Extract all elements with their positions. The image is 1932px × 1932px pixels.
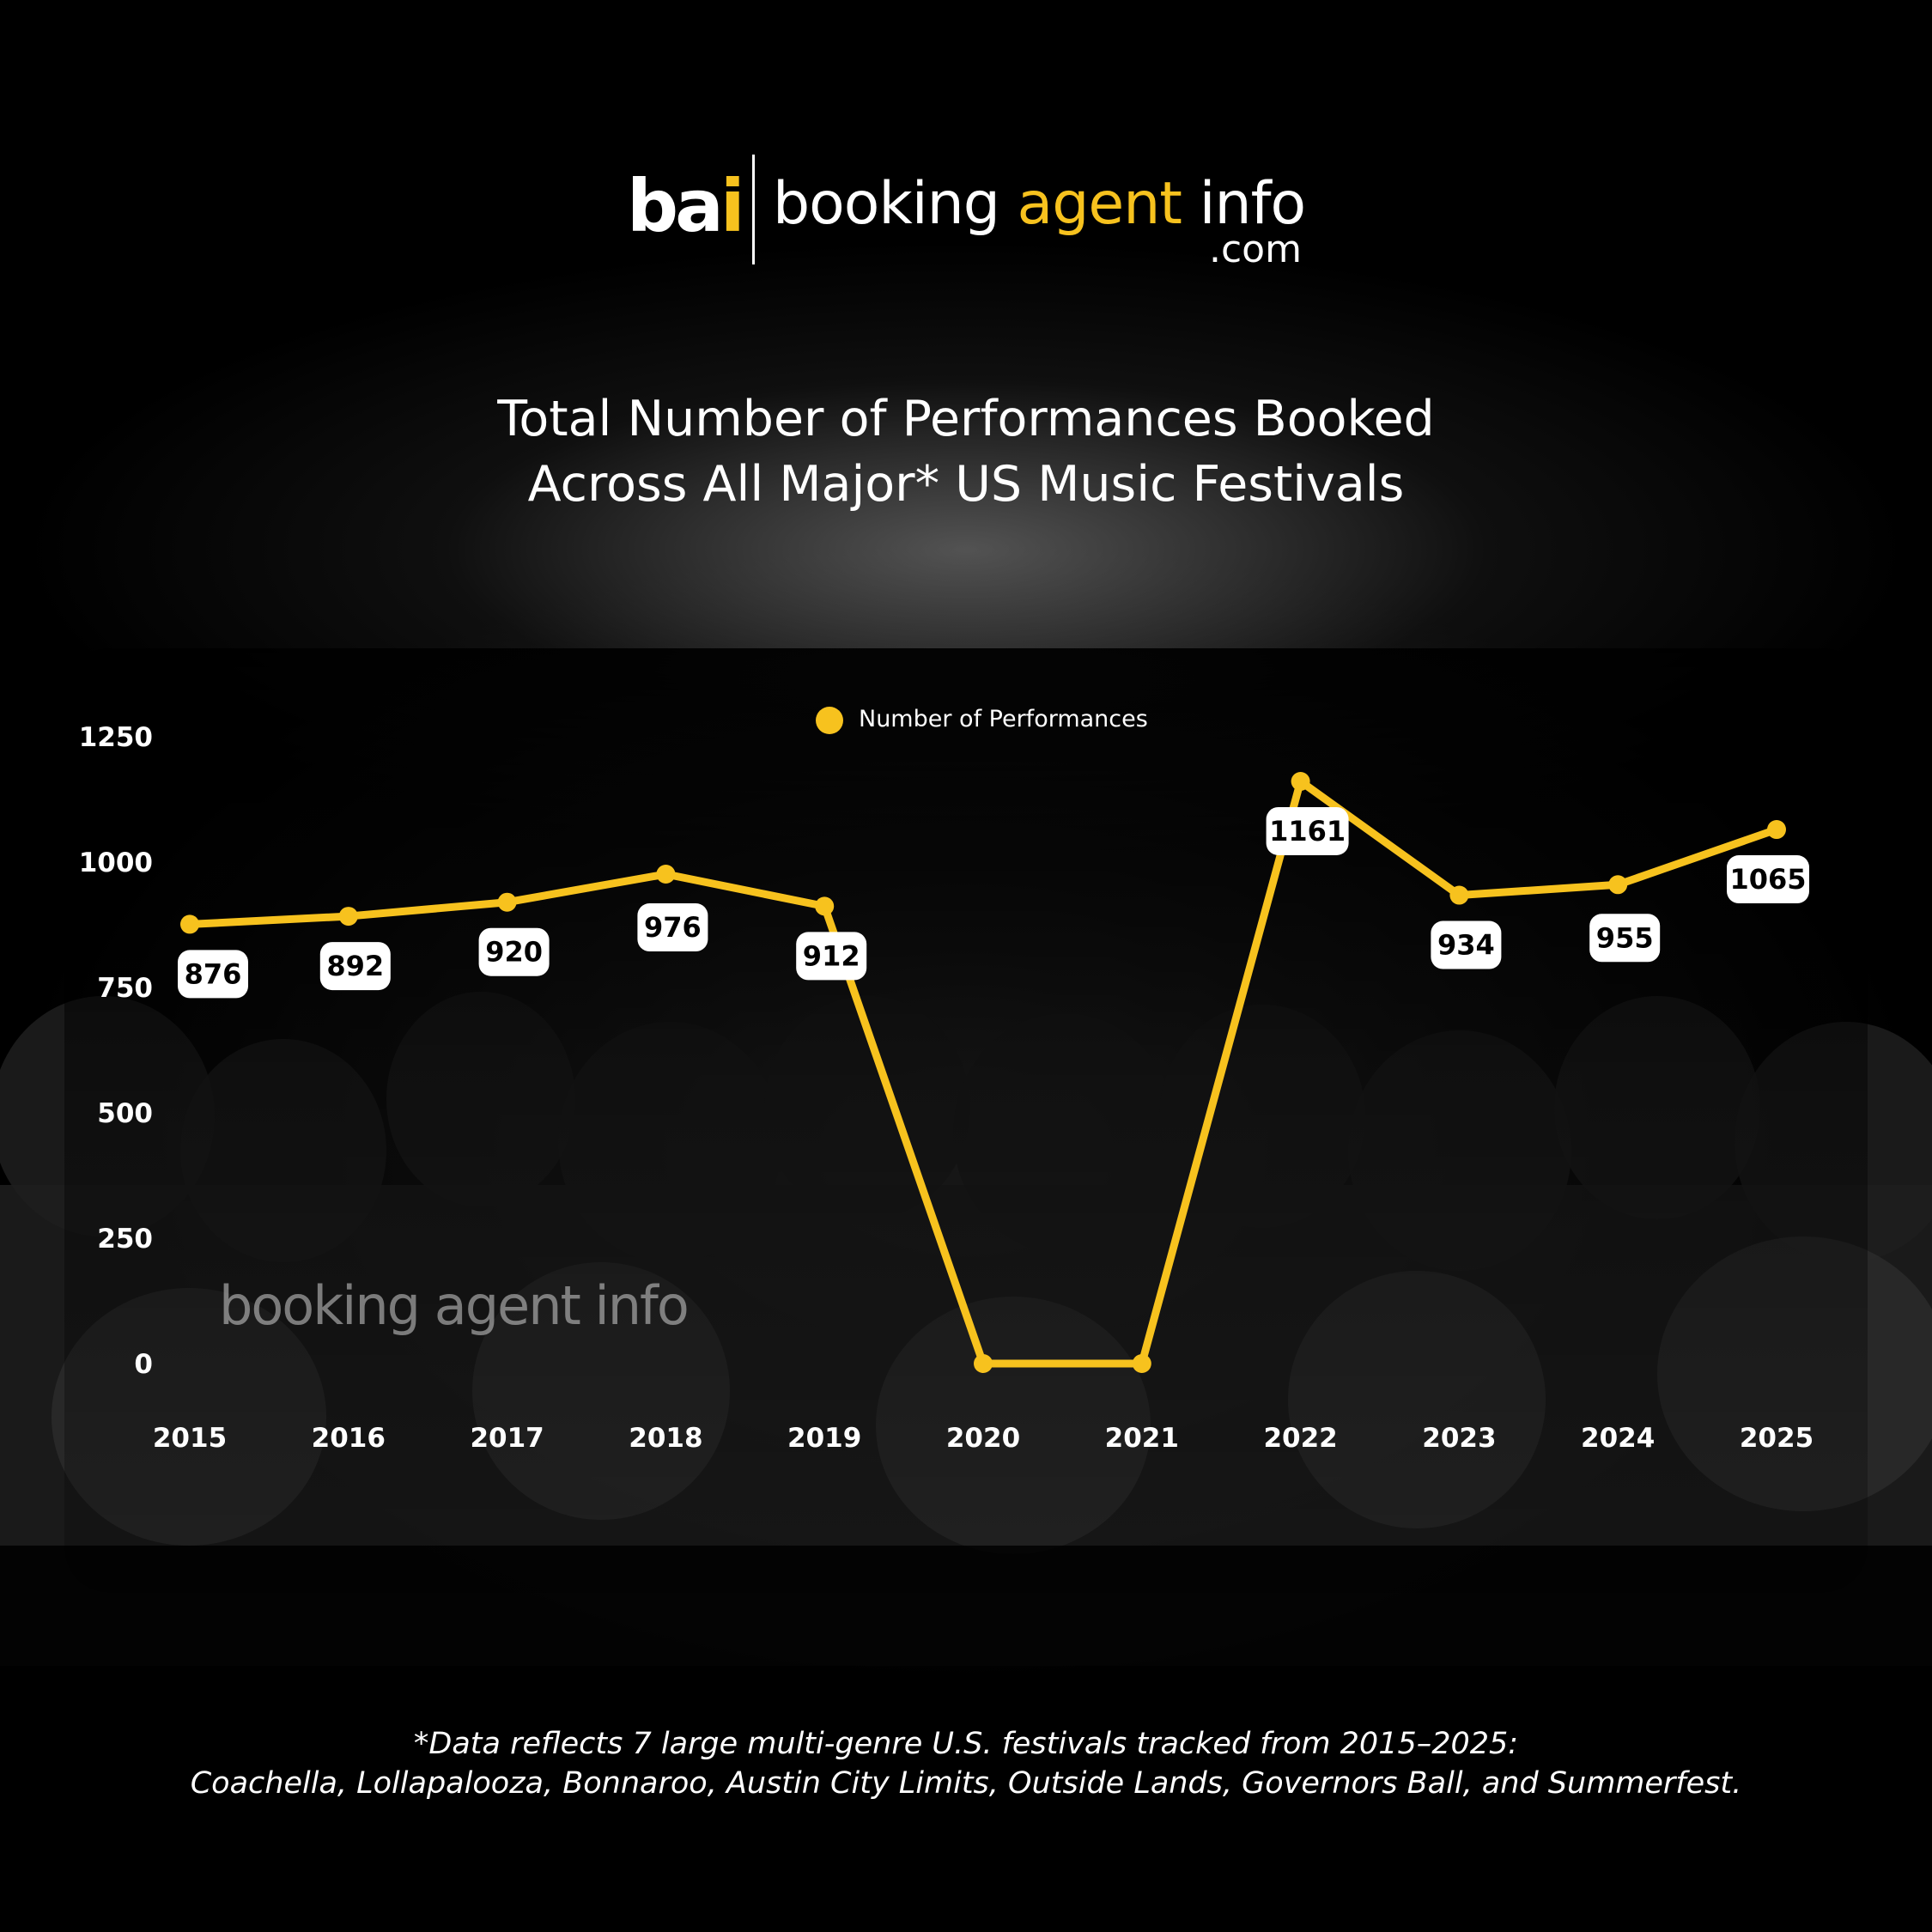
- data-label: 876: [185, 957, 242, 990]
- y-tick-label: 1250: [79, 722, 153, 753]
- footnote-line2: Coachella, Lollapalooza, Bonnaroo, Austi…: [190, 1766, 1742, 1801]
- data-label-box: [1727, 855, 1809, 904]
- data-point: [656, 865, 676, 884]
- logo-word-booking: booking: [773, 170, 1000, 238]
- legend-marker-icon: [816, 707, 843, 734]
- x-tick-label: 2023: [1422, 1423, 1496, 1454]
- data-point: [1449, 885, 1469, 905]
- x-tick-label: 2025: [1740, 1423, 1814, 1454]
- brand-logo[interactable]: bai booking agent info .com: [627, 155, 1314, 283]
- x-tick-label: 2015: [153, 1423, 227, 1454]
- data-point: [497, 892, 517, 912]
- data-point: [974, 1354, 993, 1373]
- x-tick-label: 2017: [470, 1423, 544, 1454]
- data-label: 955: [1596, 921, 1654, 954]
- chart-title: Total Number of Performances Booked Acro…: [0, 386, 1932, 517]
- y-tick-label: 750: [97, 973, 153, 1004]
- data-label-box: [1266, 806, 1349, 855]
- data-label-box: [1431, 920, 1502, 969]
- data-label-box: [478, 927, 550, 976]
- y-tick-label: 1000: [79, 848, 153, 878]
- data-point: [180, 914, 199, 934]
- data-label: 1161: [1269, 815, 1346, 848]
- data-point: [1767, 820, 1786, 840]
- footnote-line1: *Data reflects 7 large multi-genre U.S. …: [413, 1727, 1519, 1761]
- data-point: [1291, 771, 1310, 791]
- x-tick-label: 2021: [1105, 1423, 1179, 1454]
- chart-panel: [64, 648, 1868, 1593]
- data-label-box: [319, 942, 391, 991]
- data-label: 920: [485, 936, 543, 969]
- x-tick-label: 2024: [1581, 1423, 1655, 1454]
- logo-divider: [752, 155, 755, 264]
- data-label-box: [178, 950, 248, 999]
- data-label-box: [1589, 914, 1661, 963]
- x-tick-label: 2016: [312, 1423, 386, 1454]
- x-tick-label: 2020: [946, 1423, 1020, 1454]
- data-label: 1065: [1729, 863, 1806, 896]
- data-label: 912: [803, 939, 860, 972]
- data-point: [1132, 1354, 1151, 1373]
- data-label: 976: [644, 911, 702, 944]
- x-tick-label: 2018: [629, 1423, 702, 1454]
- y-tick-label: 250: [97, 1224, 153, 1255]
- data-label: 892: [326, 950, 384, 982]
- series-line: [185, 777, 1781, 1368]
- data-label-box: [637, 903, 708, 952]
- logo-word-info: info: [1199, 170, 1307, 238]
- logo-wordmark: booking agent info: [773, 170, 1307, 239]
- x-tick-label: 2019: [787, 1423, 861, 1454]
- y-tick-label: 500: [97, 1098, 153, 1129]
- chart-title-line1: Total Number of Performances Booked: [497, 391, 1435, 447]
- x-tick-label: 2022: [1263, 1423, 1337, 1454]
- data-point: [1608, 875, 1628, 895]
- y-tick-label: 0: [134, 1349, 153, 1380]
- data-point: [815, 896, 835, 916]
- logo-domain: .com: [1209, 228, 1302, 271]
- watermark-text: booking agent info: [219, 1274, 690, 1337]
- footnote: *Data reflects 7 large multi-genre U.S. …: [0, 1724, 1932, 1803]
- data-point: [338, 907, 358, 927]
- legend-label: Number of Performances: [859, 706, 1148, 732]
- data-label: 934: [1437, 929, 1495, 962]
- logo-word-agent: agent: [1017, 170, 1182, 238]
- data-label-box: [796, 932, 867, 981]
- chart-title-line2: Across All Major* US Music Festivals: [527, 456, 1405, 513]
- logo-mark: bai: [627, 164, 745, 248]
